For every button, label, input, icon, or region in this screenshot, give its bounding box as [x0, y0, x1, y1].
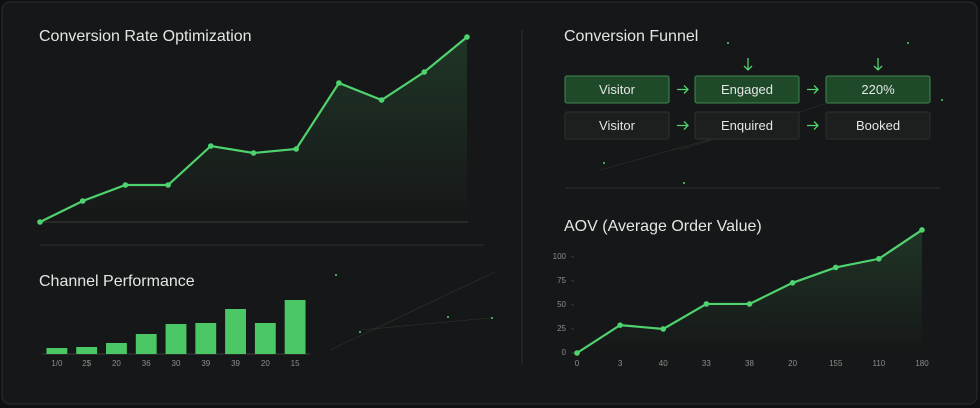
point: [208, 143, 214, 149]
x-tick-label: 15: [291, 359, 300, 368]
x-tick-label: 39: [231, 359, 240, 368]
bar: [165, 324, 187, 354]
funnel-title: Conversion Funnel: [564, 28, 698, 45]
arrow: [807, 85, 819, 94]
x-tick-label: 36: [142, 359, 151, 368]
point: [37, 219, 43, 225]
point: [79, 198, 86, 204]
x-tick-label: 39: [201, 359, 210, 368]
point: [617, 322, 623, 328]
x-tick-label: 1/0: [51, 359, 63, 368]
funnel-label: Enquired: [721, 118, 773, 133]
funnel-label: Engaged: [721, 82, 773, 97]
y-tick-label: 75: [557, 276, 566, 285]
funnel-label: Visitor: [599, 82, 636, 97]
arrow: [743, 58, 753, 71]
chart-title: Channel Performance: [39, 273, 195, 290]
x-tick-label: 38: [745, 359, 754, 368]
x-tick-label: 3: [618, 359, 623, 368]
bar: [135, 334, 157, 354]
y-tick-label: 100: [553, 252, 567, 261]
chart-title: AOV (Average Order Value): [564, 218, 762, 235]
point: [832, 264, 839, 271]
chart-title: Conversion Rate Optimization: [39, 28, 252, 45]
x-tick-label: 20: [788, 359, 797, 368]
point: [574, 350, 580, 356]
point: [789, 280, 796, 286]
x-tick-label: 40: [659, 359, 668, 368]
funnel-label: Visitor: [599, 118, 636, 133]
point: [293, 146, 300, 152]
funnel-node: [694, 111, 800, 140]
point: [703, 301, 710, 307]
funnel-label: Booked: [856, 118, 900, 133]
bar: [106, 343, 127, 354]
x-tick-label: 2$: [82, 359, 91, 368]
bar: [225, 309, 246, 354]
area: [577, 229, 922, 353]
funnel-node: [564, 111, 670, 140]
x-tick-label: 20: [112, 359, 121, 368]
point: [421, 69, 428, 75]
point: [464, 34, 470, 40]
point: [122, 182, 129, 188]
funnel-node: [825, 111, 931, 140]
bar: [284, 300, 306, 354]
y-tick-label: 0: [562, 348, 567, 357]
arrow: [677, 121, 689, 130]
point: [660, 326, 667, 332]
arrow: [677, 85, 689, 94]
point: [919, 227, 925, 233]
point: [250, 150, 257, 156]
decoration: [335, 42, 943, 333]
funnel-node: [564, 75, 670, 104]
point: [876, 255, 882, 262]
funnel-label: 220%: [861, 82, 895, 97]
point: [336, 80, 342, 86]
area: [40, 37, 467, 222]
x-tick-label: 0: [575, 359, 580, 368]
y-tick-label: 25: [557, 324, 566, 333]
point: [378, 97, 385, 103]
arrow: [873, 58, 883, 71]
x-tick-label: 155: [829, 359, 843, 368]
x-tick-label: 110: [872, 359, 885, 368]
arrow: [807, 121, 819, 130]
x-tick-label: 180: [915, 359, 929, 368]
y-tick-label: 50: [557, 300, 566, 309]
funnel-node: [825, 75, 931, 104]
point: [165, 182, 171, 188]
bar: [254, 323, 276, 354]
funnel-node: [694, 75, 800, 104]
x-tick-label: 30: [172, 359, 181, 368]
x-tick-label: 20: [261, 359, 270, 368]
x-tick-label: 33: [702, 359, 711, 368]
bar: [76, 347, 98, 354]
bar: [195, 323, 217, 354]
bar: [46, 348, 68, 354]
point: [746, 301, 753, 307]
